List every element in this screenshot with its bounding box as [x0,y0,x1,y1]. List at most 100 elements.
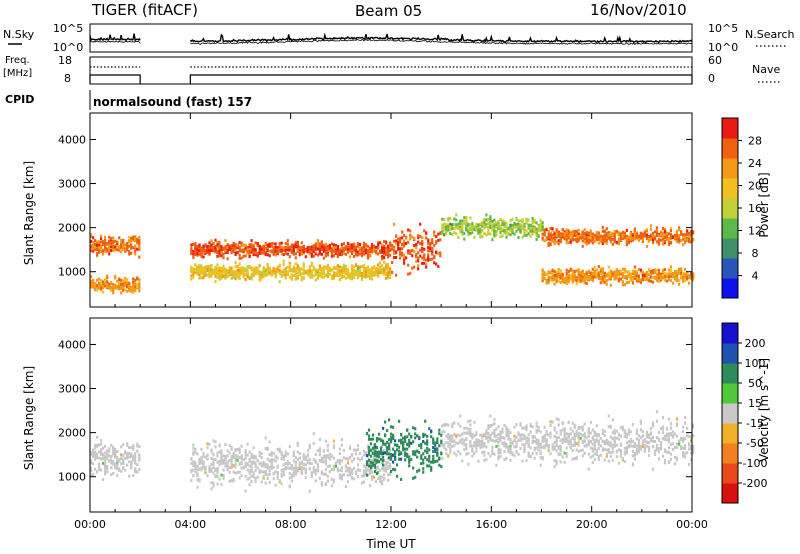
echo-cell [469,419,472,423]
echo-cell [272,267,275,270]
echo-cell [206,474,209,478]
echo-cell [206,267,209,271]
echo-cell [216,468,219,472]
echo-cell [340,269,343,273]
echo-cell [428,456,431,460]
echo-cell [368,250,372,254]
echo-cell [557,234,560,238]
echo-cell [318,242,321,246]
echo-cell [367,452,371,456]
echo-cell [686,275,689,279]
echo-cell [503,442,506,446]
echo-cell [569,232,572,236]
echo-cell [682,237,685,241]
echo-cell [583,240,586,244]
echo-cell [370,474,374,478]
echo-cell [130,236,133,240]
echo-cell [447,225,450,228]
echo-cell [643,278,646,282]
echo-cell [218,266,221,270]
echo-cell [92,278,95,282]
echo-cell [575,229,578,233]
echo-cell [593,275,596,279]
echo-cell [270,244,273,248]
echo-cell [110,473,113,477]
echo-cell [134,470,137,474]
echo-cell [332,464,335,468]
echo-cell [304,476,307,480]
echo-cell [274,455,277,459]
echo-cell [663,276,667,280]
echo-cell [439,254,442,258]
echo-cell [645,244,648,248]
echo-cell [617,276,620,280]
echo-cell [120,457,123,460]
echo-cell [491,219,494,223]
echo-cell [503,450,506,453]
echo-cell [541,277,544,280]
echo-cell [367,445,371,449]
echo-cell [665,279,669,283]
echo-cell [270,250,273,254]
echo-cell [559,237,562,241]
echo-cell [136,444,139,448]
echo-cell [573,232,576,236]
echo-cell [370,273,374,277]
echo-cell [481,222,484,225]
echo-cell [288,472,291,475]
echo-cell [276,464,279,468]
echo-cell [535,229,538,233]
echo-cell [286,246,289,250]
echo-cell [296,466,299,470]
echo-cell [563,235,566,239]
echo-cell [304,271,307,275]
echo-cell [547,233,550,237]
echo-cell [124,243,127,247]
echo-cell [479,443,482,447]
echo-cell [404,447,407,451]
echo-cell [438,432,441,436]
echo-cell [513,225,516,229]
echo-cell [248,276,251,280]
echo-cell [416,455,419,459]
echo-cell [371,461,375,465]
echo-cell [224,442,227,446]
echo-cell [422,461,425,465]
echo-cell [549,233,552,237]
echo-cell [475,443,478,447]
echo-cell [198,244,201,248]
echo-cell [380,452,383,455]
echo-cell [90,249,93,253]
echo-cell [240,268,243,272]
echo-cell [491,238,494,242]
echo-cell [645,278,648,281]
echo-cell [437,264,440,268]
echo-cell [535,234,538,238]
echo-cell [665,231,669,235]
echo-cell [641,240,644,243]
echo-cell [613,239,616,243]
echo-cell [90,244,93,248]
echo-cell [224,245,227,249]
echo-cell [453,439,456,443]
echo-cell [126,463,129,467]
echo-cell [413,236,416,240]
echo-cell [308,275,311,279]
echo-cell [364,244,368,248]
echo-cell [288,485,291,489]
echo-cell [210,481,213,485]
echo-cell [541,225,544,229]
echo-cell [128,474,131,478]
echo-cell [419,254,422,258]
echo-cell [198,273,201,277]
echo-cell [236,271,239,275]
echo-cell [214,265,217,269]
echo-cell [120,282,123,286]
echo-cell [290,249,293,253]
echo-cell [246,453,249,457]
echo-cell [440,465,443,469]
echo-cell [136,238,139,241]
echo-cell [426,439,429,443]
echo-cell [94,242,97,246]
echo-cell [296,242,299,246]
